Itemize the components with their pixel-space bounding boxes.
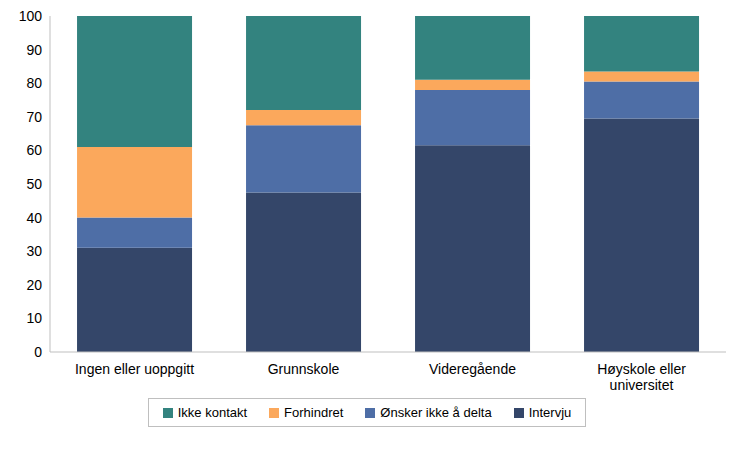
svg-text:60: 60 (26, 142, 42, 158)
svg-text:Ingen eller uoppgitt: Ingen eller uoppgitt (75, 361, 194, 377)
svg-text:Videregående: Videregående (429, 361, 516, 377)
svg-text:20: 20 (26, 277, 42, 293)
svg-text:0: 0 (34, 344, 42, 360)
html-text:Ønsker ikke å delta: Ønsker ikke å delta (380, 405, 492, 420)
svg-text:30: 30 (26, 243, 42, 259)
html-text:Forhindret: Forhindret (284, 405, 344, 420)
svg-text:Høyskole eller: Høyskole eller (597, 361, 686, 377)
svg-text:40: 40 (26, 210, 42, 226)
html-text:Intervju: Intervju (528, 405, 572, 420)
svg-text:90: 90 (26, 42, 42, 58)
svg-text:50: 50 (26, 176, 42, 192)
svg-text:Grunnskole: Grunnskole (268, 361, 340, 377)
svg-text:100: 100 (19, 8, 43, 24)
svg-text:80: 80 (26, 75, 42, 91)
svg-text:universitet: universitet (610, 377, 674, 393)
html-text:Ikke kontakt: Ikke kontakt (177, 405, 248, 420)
svg-text:70: 70 (26, 109, 42, 125)
svg-text:10: 10 (26, 310, 42, 326)
